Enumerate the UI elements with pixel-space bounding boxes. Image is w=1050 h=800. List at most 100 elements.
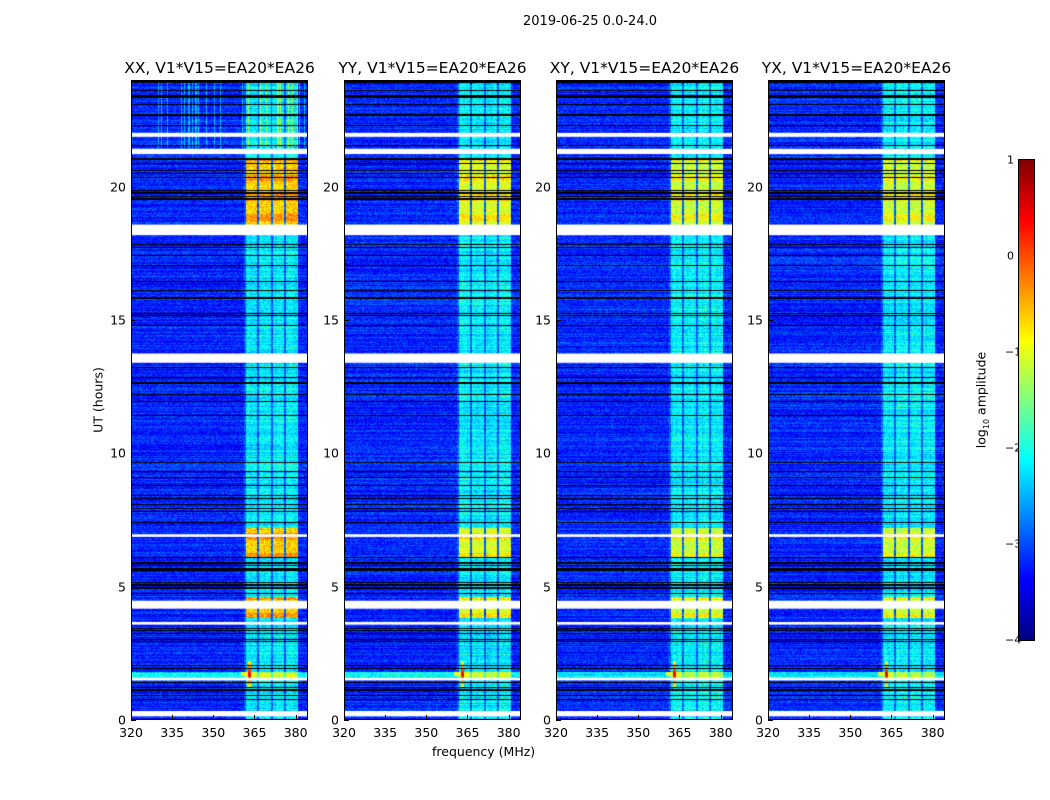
colorbar-tick-label: −3	[1005, 537, 1022, 551]
y-tick-mark	[768, 586, 773, 588]
colorbar-label-main: log	[973, 429, 989, 449]
y-tick-mark	[344, 586, 349, 588]
y-tick-mark	[556, 720, 561, 721]
x-tick-mark	[891, 715, 893, 720]
y-tick-label: 20	[323, 179, 339, 195]
x-tick-mark	[295, 715, 297, 720]
x-tick-mark	[809, 715, 811, 720]
x-tick-mark	[679, 715, 681, 720]
y-tick-mark	[131, 720, 136, 721]
x-tick-label: 380	[283, 725, 308, 740]
x-tick-mark	[426, 715, 428, 720]
x-tick-label: 335	[160, 725, 185, 740]
y-tick-mark	[344, 186, 349, 188]
y-tick-label: 20	[747, 179, 763, 195]
x-tick-label: 380	[920, 725, 945, 740]
y-tick-label: 15	[747, 312, 763, 328]
heatmap-image	[769, 81, 944, 719]
x-tick-label: 365	[667, 725, 692, 740]
y-tick-label: 0	[543, 712, 551, 728]
x-tick-label: 350	[626, 725, 651, 740]
y-tick-label: 5	[118, 579, 126, 595]
y-tick-label: 10	[747, 445, 763, 461]
x-tick-mark	[213, 715, 215, 720]
x-tick-label: 365	[879, 725, 904, 740]
colorbar-label-rest: amplitude	[973, 351, 989, 419]
y-tick-label: 20	[535, 179, 551, 195]
y-tick-mark	[768, 320, 773, 321]
heatmap-panel	[131, 80, 308, 720]
panel-title: YY, V1*V15=EA20*EA26	[338, 59, 527, 77]
x-tick-label: 380	[708, 725, 733, 740]
x-tick-mark	[850, 715, 852, 720]
y-tick-mark	[556, 186, 561, 188]
y-tick-label: 0	[118, 712, 126, 728]
y-tick-mark	[131, 186, 136, 188]
x-tick-mark	[344, 715, 345, 720]
y-tick-mark	[556, 586, 561, 588]
colorbar-label: log10 amplitude	[973, 352, 991, 448]
colorbar-tick-label: −2	[1005, 441, 1022, 455]
y-tick-mark	[344, 720, 349, 721]
x-tick-mark	[467, 715, 469, 720]
x-tick-mark	[720, 715, 722, 720]
colorbar-tick-label: 0	[1007, 249, 1014, 263]
y-tick-label: 15	[323, 312, 339, 328]
y-tick-label: 5	[543, 579, 551, 595]
x-tick-mark	[556, 715, 557, 720]
x-tick-label: 320	[544, 725, 568, 740]
x-tick-label: 380	[496, 725, 521, 740]
y-tick-mark	[131, 453, 136, 455]
x-tick-mark	[254, 715, 256, 720]
x-tick-label: 365	[455, 725, 480, 740]
panel-title: YX, V1*V15=EA20*EA26	[761, 59, 952, 77]
y-tick-mark	[556, 320, 561, 321]
x-tick-mark	[508, 715, 510, 720]
x-tick-mark	[172, 715, 174, 720]
y-tick-mark	[131, 586, 136, 588]
x-tick-label: 350	[201, 725, 226, 740]
y-tick-mark	[344, 453, 349, 455]
y-tick-mark	[768, 720, 773, 721]
y-tick-label: 20	[110, 179, 126, 195]
x-tick-label: 350	[838, 725, 863, 740]
y-tick-label: 10	[323, 445, 339, 461]
heatmap-image	[132, 81, 307, 719]
x-tick-label: 335	[585, 725, 610, 740]
heatmap-panel	[344, 80, 521, 720]
x-tick-mark	[932, 715, 934, 720]
x-tick-label: 320	[332, 725, 356, 740]
panel-title: XY, V1*V15=EA20*EA26	[549, 59, 740, 77]
y-tick-mark	[344, 320, 349, 321]
y-tick-label: 0	[755, 712, 763, 728]
y-axis-label: UT (hours)	[90, 367, 106, 433]
colorbar-tick-label: −4	[1005, 633, 1022, 647]
y-tick-label: 15	[535, 312, 551, 328]
x-tick-label: 335	[373, 725, 398, 740]
x-axis-label: frequency (MHz)	[432, 744, 536, 759]
y-tick-mark	[768, 186, 773, 188]
heatmap-image	[345, 81, 520, 719]
y-tick-label: 10	[535, 445, 551, 461]
y-tick-label: 15	[110, 312, 126, 328]
colorbar-label-sub: 10	[981, 418, 991, 430]
x-tick-label: 335	[797, 725, 822, 740]
heatmap-image	[557, 81, 732, 719]
colorbar	[1018, 159, 1035, 641]
y-tick-label: 0	[331, 712, 339, 728]
y-tick-mark	[131, 320, 136, 321]
x-tick-mark	[638, 715, 640, 720]
y-tick-label: 5	[331, 579, 339, 595]
y-tick-label: 5	[755, 579, 763, 595]
x-tick-mark	[597, 715, 599, 720]
x-tick-mark	[385, 715, 387, 720]
heatmap-panel	[556, 80, 733, 720]
figure-title: 2019-06-25 0.0-24.0	[523, 14, 657, 29]
colorbar-tick-label: −1	[1005, 345, 1022, 359]
x-tick-label: 320	[756, 725, 780, 740]
x-tick-label: 320	[119, 725, 143, 740]
x-tick-label: 365	[242, 725, 267, 740]
heatmap-panel	[768, 80, 945, 720]
y-tick-mark	[768, 453, 773, 455]
